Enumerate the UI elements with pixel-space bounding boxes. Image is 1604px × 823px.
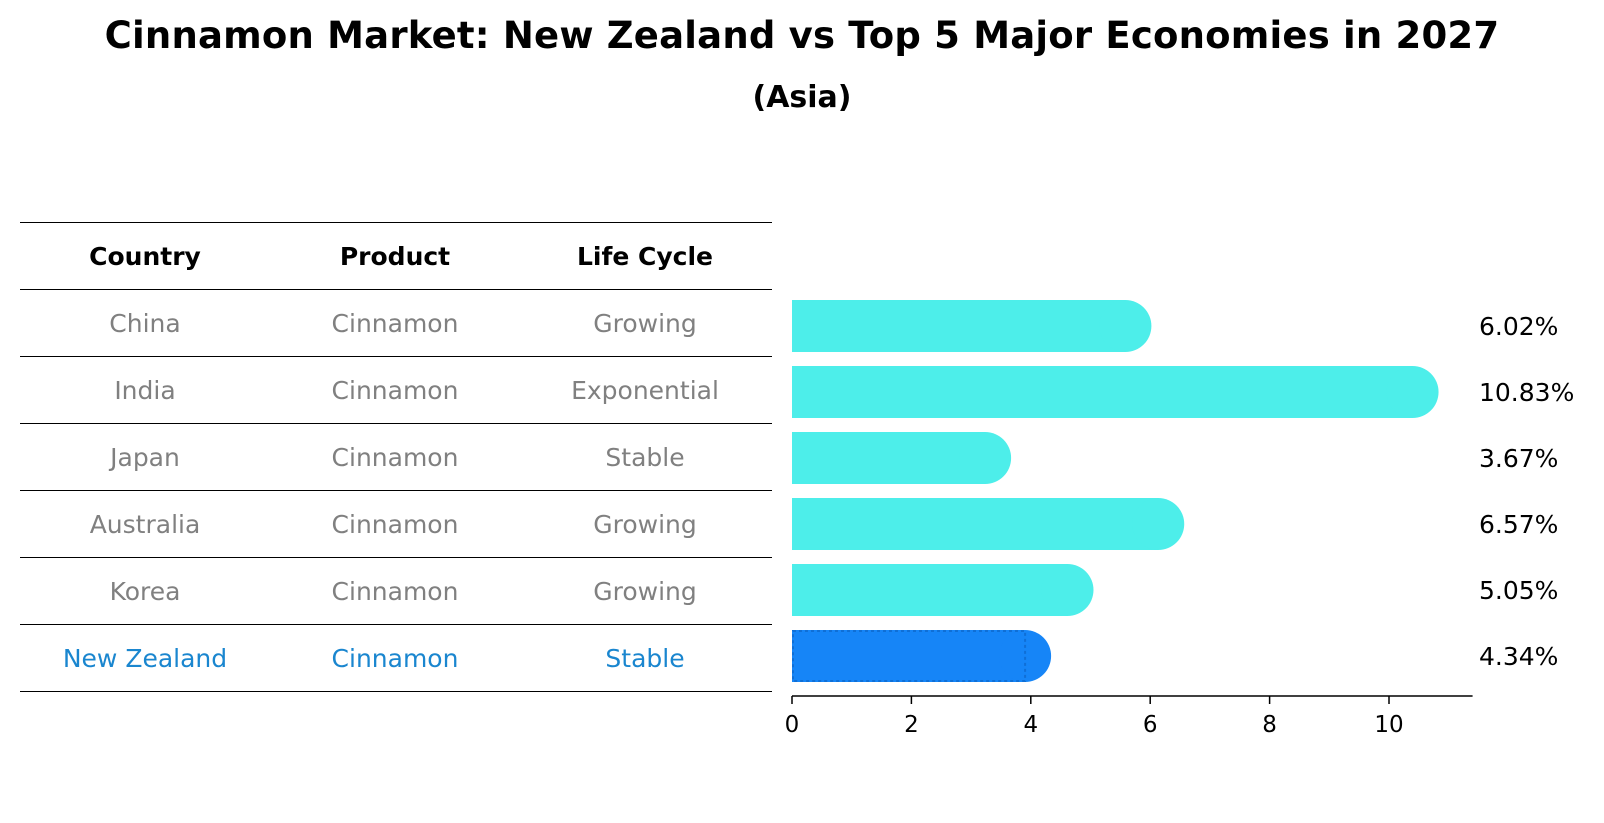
x-tick-label: 0 — [785, 712, 800, 738]
bar-korea — [792, 564, 1094, 616]
table-row: Korea Cinnamon Growing — [20, 557, 772, 624]
bar-cap — [999, 630, 1052, 682]
bar-body — [792, 498, 1159, 550]
cell-product: Cinnamon — [331, 308, 459, 338]
bar-australia — [792, 498, 1185, 550]
bar-japan — [792, 432, 1012, 484]
bar-cap — [959, 432, 1012, 484]
cell-country: Korea — [109, 576, 181, 606]
header-product: Product — [339, 241, 451, 271]
value-label: 5.05% — [1479, 576, 1558, 605]
cell-life-cycle: Growing — [593, 308, 697, 338]
cell-life-cycle: Stable — [605, 643, 685, 673]
value-label: 3.67% — [1479, 444, 1558, 473]
bar-china — [792, 300, 1152, 352]
cell-product: Cinnamon — [331, 576, 459, 606]
table-row: Japan Cinnamon Stable — [20, 423, 772, 490]
value-label: 6.57% — [1479, 510, 1558, 539]
cell-life-cycle: Growing — [593, 576, 697, 606]
table-header-row: Country Product Life Cycle — [20, 222, 772, 289]
x-tick-label: 6 — [1143, 712, 1158, 738]
x-axis: 0 2 4 6 8 10 — [785, 695, 1473, 738]
country-table: Country Product Life Cycle China Cinnamo… — [20, 222, 772, 692]
bar-body — [792, 564, 1068, 616]
cell-country: China — [109, 308, 181, 338]
cell-country: India — [114, 375, 176, 405]
bar-body — [792, 432, 986, 484]
bar-body — [792, 366, 1413, 418]
bar-cap — [1099, 300, 1152, 352]
header-country: Country — [89, 241, 201, 271]
value-label: 6.02% — [1479, 312, 1558, 341]
bar-body — [792, 300, 1126, 352]
x-tick-label: 10 — [1374, 712, 1403, 738]
cell-product: Cinnamon — [331, 509, 459, 539]
x-tick-label: 2 — [904, 712, 919, 738]
header-life-cycle: Life Cycle — [576, 241, 714, 271]
bar-new-zealand — [792, 630, 1052, 682]
table-row-highlighted: New Zealand Cinnamon Stable — [20, 624, 772, 692]
cell-product: Cinnamon — [331, 643, 459, 673]
cell-country: New Zealand — [62, 643, 228, 673]
bar-highlight-outline — [792, 630, 1027, 682]
x-tick-label: 8 — [1262, 712, 1277, 738]
bars-layer — [792, 300, 1439, 682]
table-row: Australia Cinnamon Growing — [20, 490, 772, 557]
table-row: India Cinnamon Exponential — [20, 356, 772, 423]
bar-cap — [1386, 366, 1439, 418]
cell-product: Cinnamon — [331, 375, 459, 405]
bar-india — [792, 366, 1439, 418]
cell-country: Australia — [89, 509, 201, 539]
chart-title: Cinnamon Market: New Zealand vs Top 5 Ma… — [104, 14, 1500, 57]
cell-life-cycle: Growing — [593, 509, 697, 539]
x-tick-label: 4 — [1023, 712, 1038, 738]
cell-country: Japan — [110, 442, 180, 472]
cell-product: Cinnamon — [331, 442, 459, 472]
value-labels-layer: 6.02% 10.83% 3.67% 6.57% 5.05% 4.34% — [1479, 312, 1574, 671]
value-label: 10.83% — [1479, 378, 1574, 407]
value-label: 4.34% — [1479, 642, 1558, 671]
chart-subtitle: (Asia) — [752, 80, 852, 115]
cell-life-cycle: Stable — [605, 442, 685, 472]
bar-body — [792, 630, 1026, 682]
bar-cap — [1132, 498, 1185, 550]
table-row: China Cinnamon Growing — [20, 289, 772, 356]
cell-life-cycle: Exponential — [571, 375, 719, 405]
bar-cap — [1041, 564, 1094, 616]
